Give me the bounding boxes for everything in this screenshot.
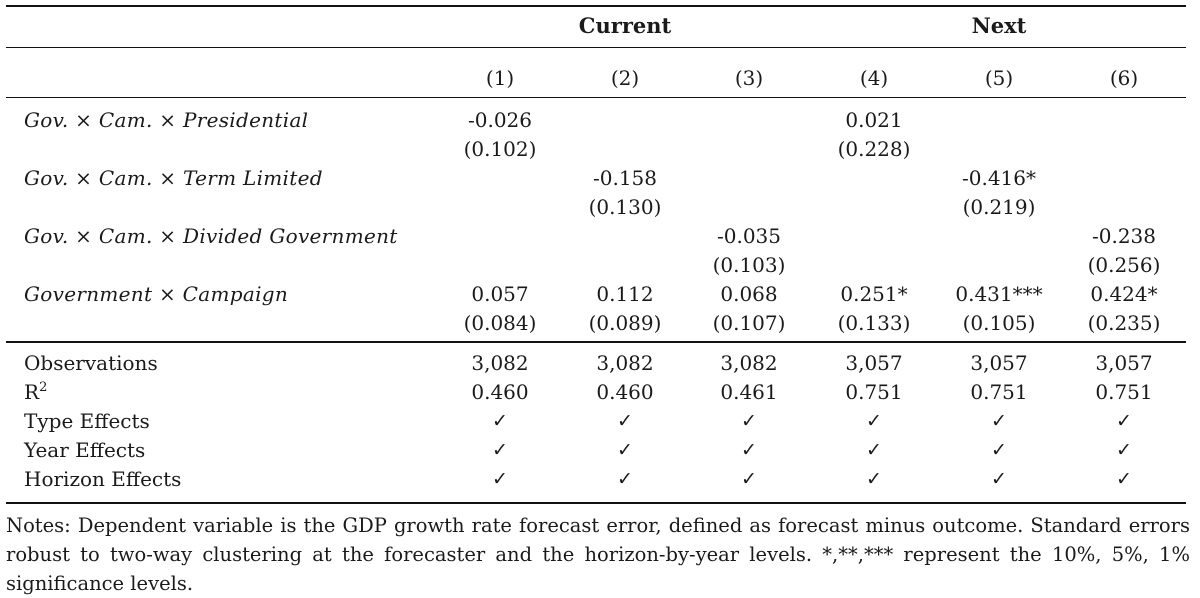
checkmark-icon: ✓ xyxy=(1116,439,1132,461)
column-header-5: (5) xyxy=(984,66,1014,90)
coefficient-cell: -0.158 xyxy=(592,166,658,190)
superscript: 2 xyxy=(39,380,48,395)
standard-error-cell: (0.089) xyxy=(588,311,662,335)
stat-label-type-effects: Type Effects xyxy=(24,409,150,433)
checkmark-icon: ✓ xyxy=(866,439,882,461)
checkmark-icon: ✓ xyxy=(1116,410,1132,432)
column-header-3: (3) xyxy=(734,66,764,90)
top-rule xyxy=(6,5,1186,7)
stat-label-text: Type Effects xyxy=(24,409,150,433)
coefficient-cell: 0.021 xyxy=(845,108,903,132)
group-header-current: Current xyxy=(578,13,672,38)
stat-value-cell: 0.751 xyxy=(845,380,903,404)
checkmark-icon: ✓ xyxy=(492,410,508,432)
coefficient-cell: 0.424* xyxy=(1090,282,1158,306)
stat-value-cell: 3,057 xyxy=(1095,351,1153,375)
checkmark-icon: ✓ xyxy=(492,439,508,461)
column-header-rule xyxy=(6,97,1186,98)
stat-label-text: R xyxy=(24,380,40,404)
stat-value-cell: 3,057 xyxy=(970,351,1028,375)
coefficient-cell: -0.026 xyxy=(467,108,533,132)
stat-value-cell: 0.460 xyxy=(471,380,529,404)
column-header-6: (6) xyxy=(1109,66,1139,90)
stat-label-text: Observations xyxy=(24,351,158,375)
checkmark-icon: ✓ xyxy=(991,468,1007,490)
checkmark-icon: ✓ xyxy=(741,410,757,432)
checkmark-icon: ✓ xyxy=(617,410,633,432)
standard-error-cell: (0.130) xyxy=(588,195,662,219)
checkmark-icon: ✓ xyxy=(991,410,1007,432)
row-label: Gov. × Cam. × Divided Government xyxy=(24,224,398,248)
coefficient-cell: 0.057 xyxy=(471,282,529,306)
stat-value-cell: 0.460 xyxy=(596,380,654,404)
coefficient-cell: 0.251* xyxy=(840,282,908,306)
checkmark-icon: ✓ xyxy=(617,439,633,461)
stat-value-cell: 0.461 xyxy=(720,380,778,404)
standard-error-cell: (0.219) xyxy=(962,195,1036,219)
standard-error-cell: (0.103) xyxy=(712,253,786,277)
coefficient-cell: -0.035 xyxy=(716,224,782,248)
stat-value-cell: 3,057 xyxy=(845,351,903,375)
checkmark-icon: ✓ xyxy=(617,468,633,490)
checkmark-icon: ✓ xyxy=(866,410,882,432)
coefficient-cell: -0.416* xyxy=(961,166,1037,190)
row-label: Gov. × Cam. × Presidential xyxy=(24,108,309,132)
stat-value-cell: 3,082 xyxy=(596,351,654,375)
stat-label-horizon-effects: Horizon Effects xyxy=(24,467,181,491)
row-label: Gov. × Cam. × Term Limited xyxy=(24,166,323,190)
stat-label-observations: Observations xyxy=(24,351,158,375)
group-header-rule xyxy=(6,47,1186,48)
checkmark-icon: ✓ xyxy=(741,468,757,490)
standard-error-cell: (0.235) xyxy=(1087,311,1161,335)
coefficient-cell: 0.431*** xyxy=(955,282,1043,306)
checkmark-icon: ✓ xyxy=(492,468,508,490)
standard-error-cell: (0.133) xyxy=(837,311,911,335)
stat-value-cell: 3,082 xyxy=(471,351,529,375)
standard-error-cell: (0.107) xyxy=(712,311,786,335)
row-label: Government × Campaign xyxy=(24,282,289,306)
coefficient-cell: -0.238 xyxy=(1091,224,1157,248)
coefficient-cell: 0.112 xyxy=(596,282,654,306)
standard-error-cell: (0.105) xyxy=(962,311,1036,335)
checkmark-icon: ✓ xyxy=(991,439,1007,461)
stat-value-cell: 0.751 xyxy=(1095,380,1153,404)
checkmark-icon: ✓ xyxy=(866,468,882,490)
coefficient-cell: 0.068 xyxy=(720,282,778,306)
checkmark-icon: ✓ xyxy=(1116,468,1132,490)
stat-label-text: Horizon Effects xyxy=(24,467,182,491)
checkmark-icon: ✓ xyxy=(741,439,757,461)
table-notes: Notes: Dependent variable is the GDP gro… xyxy=(6,514,1190,595)
stat-label-text: Year Effects xyxy=(24,438,146,462)
bottom-rule xyxy=(6,502,1186,504)
standard-error-cell: (0.256) xyxy=(1087,253,1161,277)
group-header-next: Next xyxy=(971,13,1027,38)
standard-error-cell: (0.084) xyxy=(463,311,537,335)
stat-value-cell: 3,082 xyxy=(720,351,778,375)
column-header-4: (4) xyxy=(859,66,889,90)
column-header-1: (1) xyxy=(485,66,515,90)
column-header-2: (2) xyxy=(610,66,640,90)
stat-value-cell: 0.751 xyxy=(970,380,1028,404)
standard-error-cell: (0.228) xyxy=(837,137,911,161)
stat-label-year-effects: Year Effects xyxy=(24,438,145,462)
stat-label-r2: R2 xyxy=(24,380,47,404)
standard-error-cell: (0.102) xyxy=(463,137,537,161)
stats-separator-rule xyxy=(6,341,1186,343)
